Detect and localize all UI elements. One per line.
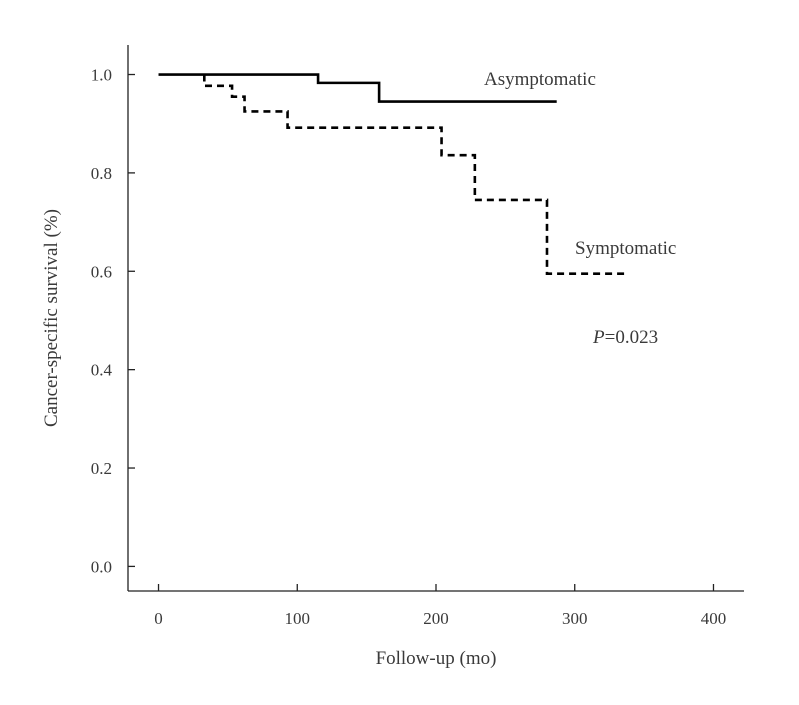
x-ticks: 0 100 200 300 400 [154,584,726,628]
y-tick-label-0.8: 0.8 [91,164,112,183]
y-ticks: 0.0 0.2 0.4 0.6 0.8 1.0 [91,66,135,576]
y-axis-title: Cancer-specific survival (%) [41,209,62,427]
y-tick-label-0.2: 0.2 [91,459,112,478]
x-tick-label-400: 400 [701,609,727,628]
y-tick-label-0.4: 0.4 [91,361,113,380]
p-value: =0.023 [605,327,658,348]
p-value-annotation: P=0.023 [592,327,658,348]
series-labels: Asymptomatic Symptomatic [484,69,676,259]
y-tick-label-0.6: 0.6 [91,262,112,281]
x-tick-label-100: 100 [285,609,311,628]
x-tick-label-200: 200 [423,609,449,628]
series-label-asymptomatic: Asymptomatic [484,69,596,90]
y-tick-label-0.0: 0.0 [91,557,112,576]
x-tick-label-300: 300 [562,609,588,628]
x-tick-label-0: 0 [154,609,163,628]
series-label-symptomatic: Symptomatic [575,238,676,259]
axes [127,45,744,592]
curve-asymptomatic [158,73,557,103]
y-tick-label-1.0: 1.0 [91,66,112,85]
p-symbol: P [592,327,605,348]
x-axis-title: Follow-up (mo) [376,648,497,669]
survival-curves [158,73,629,276]
curve-symptomatic [203,74,629,276]
